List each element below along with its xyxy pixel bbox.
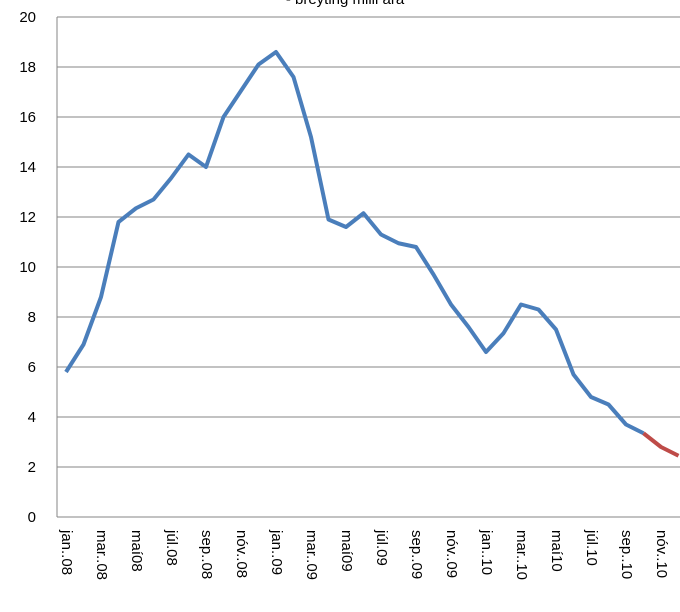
x-tick-label: júl.10 [583,529,600,566]
x-tick-label: maí09 [338,530,355,572]
x-tick-label: nóv..08 [233,530,250,578]
y-tick-label: 14 [19,159,36,176]
y-tick-label: 18 [19,59,36,76]
chart-title: - breyting milli ára [286,0,405,8]
x-tick-label: mar..10 [513,530,530,580]
y-tick-label: 12 [19,209,36,226]
y-tick-label: 6 [28,359,36,376]
y-tick-label: 4 [28,409,36,426]
x-tick-label: júl.09 [373,529,390,566]
x-tick-label: sep..09 [408,530,425,579]
y-tick-label: 8 [28,309,36,326]
y-tick-label: 2 [28,459,36,476]
series-line [64,50,645,436]
y-tick-label: 20 [19,9,36,26]
x-tick-label: jan..08 [58,529,75,575]
x-tick-label: mar..08 [93,530,110,580]
x-tick-label: júl.08 [163,529,180,566]
x-tick-label: jan..09 [268,529,285,575]
x-tick-label: sep..08 [198,530,215,579]
x-tick-label: sep..10 [618,530,635,579]
y-tick-label: 0 [28,509,36,526]
x-tick-label: maí10 [548,530,565,572]
y-tick-label: 10 [19,259,36,276]
x-tick-label: nóv..10 [653,530,670,578]
series-line [642,431,680,458]
x-tick-label: nóv..09 [443,530,460,578]
x-tick-label: mar..09 [303,530,320,580]
x-tick-label: jan..10 [478,529,495,575]
y-tick-label: 16 [19,109,36,126]
x-tick-label: maí08 [128,530,145,572]
